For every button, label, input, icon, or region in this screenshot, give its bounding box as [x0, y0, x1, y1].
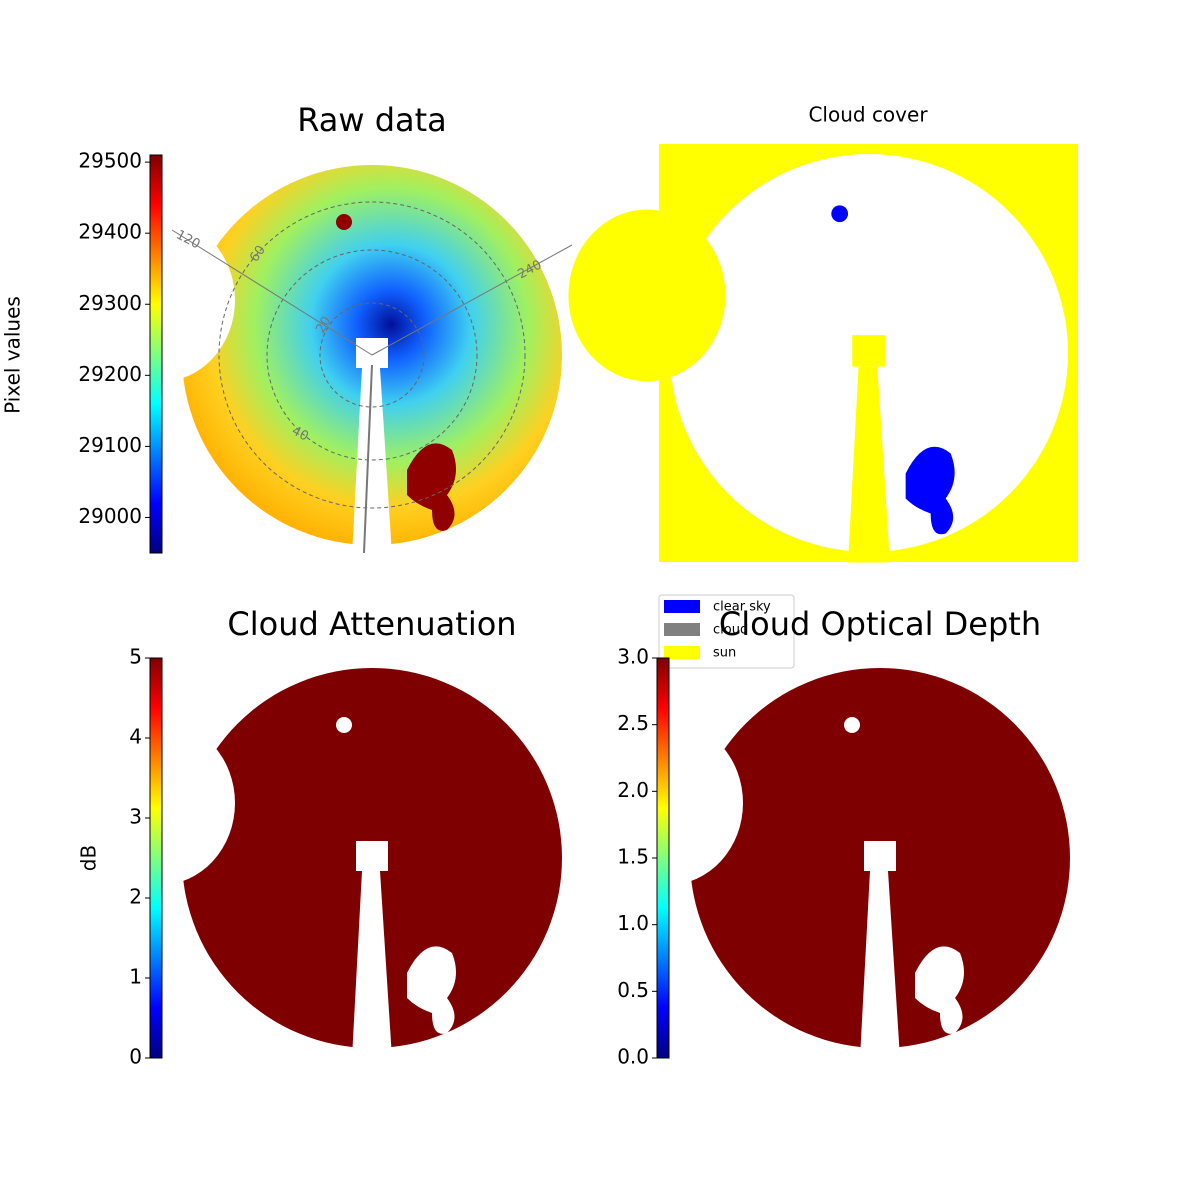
legend-swatch: [664, 623, 700, 636]
polar-grid: [266, 249, 478, 461]
colorbar-tick-label: 29100: [78, 433, 142, 457]
sensor-mount: [852, 335, 886, 367]
sensor-mount: [356, 841, 388, 871]
colorbar-tick-label: 3: [129, 805, 142, 829]
colorbar-tick-label: 0: [129, 1045, 142, 1069]
colorbar: [149, 657, 163, 1059]
panel-title: Cloud cover: [808, 103, 928, 127]
sensor-mount: [864, 841, 896, 871]
polar-label: 20: [313, 314, 334, 336]
mast: [848, 366, 890, 563]
blob: [407, 443, 456, 531]
polar-axis: [371, 244, 573, 356]
legend-label: clear sky: [713, 600, 771, 615]
colorbar-tick-label: 29000: [78, 504, 142, 528]
sky-image: [568, 144, 1078, 563]
colorbar-tick-label: 4: [129, 725, 142, 749]
colorbar-tick-label: 1.5: [617, 845, 649, 869]
mast: [352, 368, 392, 553]
legend-swatch: [664, 646, 700, 659]
colorbar-tick-label: 2.0: [617, 778, 649, 802]
polar-grid: [319, 302, 425, 408]
legend-label: sun: [713, 646, 736, 661]
sensor-mount: [356, 338, 388, 368]
colorbar-tick-label: 0.0: [617, 1045, 649, 1069]
blob: [336, 214, 352, 230]
mast: [352, 871, 392, 1058]
colorbar-tick-label: 1.0: [617, 911, 649, 935]
colorbar-tick-label: 5: [129, 645, 142, 669]
blob: [831, 205, 849, 223]
colorbar-tick-label: 29200: [78, 362, 142, 386]
colorbar-tick-label: 29500: [78, 149, 142, 173]
colorbar: [149, 154, 163, 554]
colorbar-label: Pixel values: [1, 296, 25, 414]
blob: [407, 946, 456, 1034]
blob: [844, 717, 860, 733]
colorbar-tick-label: 0.5: [617, 978, 649, 1002]
colorbar-label: dB: [77, 845, 101, 871]
polar-label: 40: [289, 423, 311, 444]
blob: [905, 446, 955, 535]
panel-title: Cloud Optical Depth: [719, 605, 1041, 643]
panel-title: Cloud Attenuation: [227, 605, 516, 643]
legend-label: cloud: [713, 623, 748, 638]
colorbar: [656, 657, 670, 1059]
colorbar-tick-label: 3.0: [617, 645, 649, 669]
colorbar-tick-label: 1: [129, 965, 142, 989]
obstruction: [568, 209, 726, 382]
mast-line: [363, 364, 373, 554]
blob: [336, 717, 352, 733]
colorbar-tick-label: 2.5: [617, 711, 649, 735]
polar-grid: [218, 201, 526, 509]
panel-title: Raw data: [297, 101, 447, 139]
legend-swatch: [664, 600, 700, 613]
polar-axis: [171, 229, 373, 356]
colorbar-tick-label: 29400: [78, 220, 142, 244]
colorbar-tick-label: 29300: [78, 291, 142, 315]
blob: [915, 946, 964, 1034]
mast: [860, 871, 900, 1058]
colorbar-tick-label: 2: [129, 885, 142, 909]
